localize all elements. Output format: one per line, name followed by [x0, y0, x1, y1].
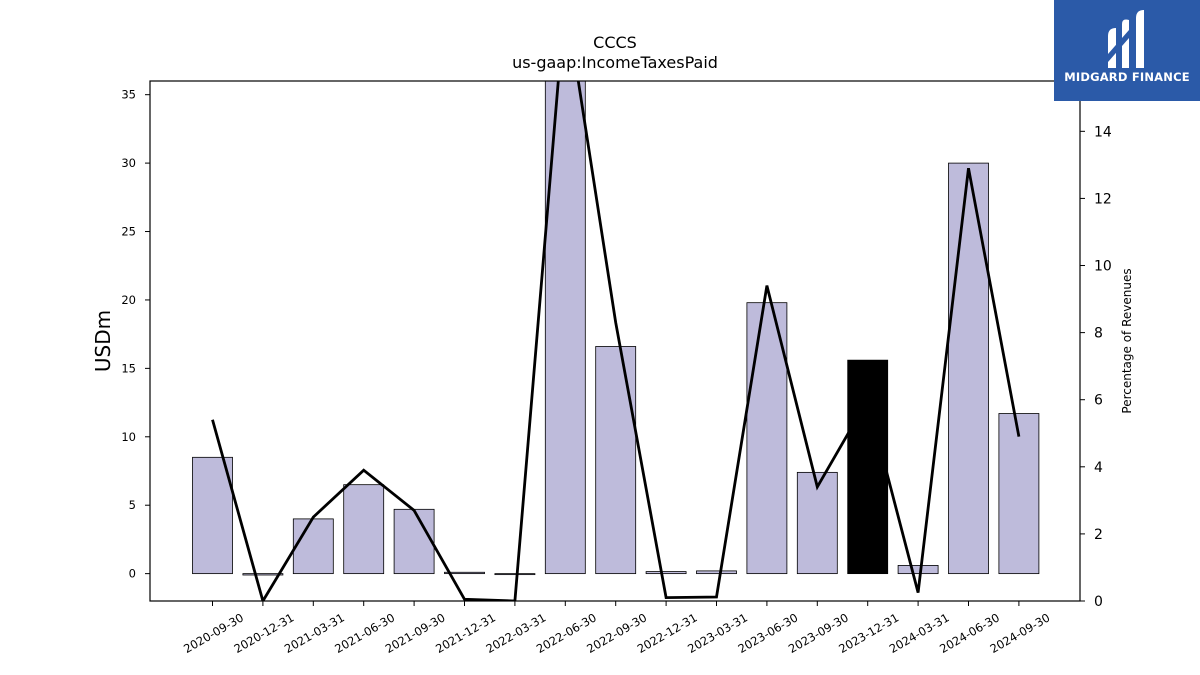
bar: [192, 456, 233, 575]
y2-tick-label: 2: [1094, 527, 1103, 543]
bar: [696, 570, 737, 575]
y-tick-label: 0: [129, 567, 136, 581]
y-tick-label: 25: [121, 225, 136, 239]
bar: [393, 508, 435, 575]
y2-axis-label: Percentage of Revenues: [1120, 268, 1134, 413]
bar: [746, 302, 788, 575]
bar: [897, 565, 939, 575]
chart-title: CCCS: [593, 33, 637, 52]
chart-subtitle: us-gaap:IncomeTaxesPaid: [512, 53, 718, 72]
y-tick-label: 10: [121, 430, 136, 444]
bar-series: [192, 81, 1040, 576]
logo-text: MIDGARD FINANCE: [1064, 70, 1190, 84]
y-tick-label: 5: [129, 498, 136, 512]
y2-tick-label: 0: [1094, 594, 1103, 610]
y-axis-left: 0 5 10 15 20 25 30 35: [121, 88, 150, 581]
y-axis-right: 0 2 4 6 8 10 12 14: [1080, 124, 1112, 610]
y2-tick-label: 6: [1094, 393, 1103, 409]
y2-tick-label: 10: [1094, 259, 1112, 275]
y2-tick-label: 14: [1094, 124, 1112, 140]
y-tick-label: 35: [121, 88, 136, 102]
y2-tick-label: 12: [1094, 191, 1112, 207]
bar: [998, 413, 1040, 575]
x-axis: 2020-09-302020-12-312021-03-312021-06-30…: [181, 601, 1052, 656]
bar: [645, 571, 687, 575]
midgard-logo-icon: [1108, 10, 1144, 68]
bar: [948, 162, 989, 575]
y-tick-label: 15: [121, 361, 136, 375]
revenue-percentage-line: [211, 81, 1021, 601]
bar: [343, 484, 385, 575]
logo: MIDGARD FINANCE: [1054, 0, 1200, 101]
bar: [847, 359, 889, 575]
bar: [292, 518, 334, 575]
bar: [595, 346, 637, 575]
y-axis-label: USDm: [91, 310, 115, 372]
y2-tick-label: 4: [1094, 460, 1103, 476]
bar: [494, 573, 536, 576]
line-series: [211, 81, 1021, 601]
y2-tick-label: 8: [1094, 326, 1103, 342]
y-tick-label: 30: [121, 156, 136, 170]
bar: [242, 573, 284, 576]
plot-frame: [149, 80, 1081, 602]
bar: [544, 81, 586, 575]
bar: [444, 571, 485, 575]
y-tick-label: 20: [121, 293, 136, 307]
